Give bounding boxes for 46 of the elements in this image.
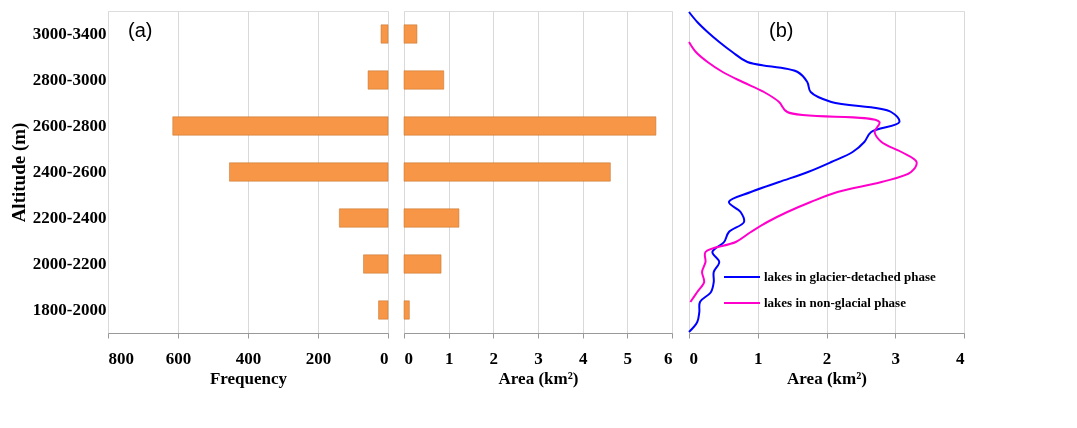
x-tick-label: 5 <box>623 348 633 368</box>
bar <box>403 24 418 44</box>
y-tick-label: 3000-3400 <box>32 24 107 43</box>
bar <box>367 70 389 90</box>
y-tick-label: 2400-2600 <box>32 162 107 181</box>
bar <box>172 116 389 136</box>
bar <box>403 208 460 228</box>
x-axis-title: Frequency <box>209 368 288 388</box>
x-tick-label: 800 <box>108 348 134 368</box>
x-tick-label: 4 <box>578 348 588 368</box>
bar <box>403 300 410 320</box>
bar <box>339 208 389 228</box>
x-axis-title: Area (km²) <box>787 368 867 388</box>
x-tick-label: 3 <box>891 348 900 368</box>
x-tick-label: 200 <box>305 348 332 368</box>
y-tick-label: 2200-2400 <box>32 208 107 227</box>
bar <box>403 116 657 136</box>
bar <box>403 254 442 274</box>
bar <box>403 70 444 90</box>
x-tick-label: 0 <box>380 348 389 368</box>
x-tick-label: 0 <box>404 348 413 368</box>
x-tick-label: 2 <box>822 348 832 368</box>
y-tick-label: 2600-2800 <box>32 116 107 135</box>
x-tick-label: 4 <box>956 348 965 368</box>
annotation: (b) <box>769 19 794 41</box>
x-tick-label: 3 <box>534 348 543 368</box>
x-tick-label: 6 <box>664 348 673 368</box>
bar <box>403 162 611 182</box>
bar <box>363 254 389 274</box>
x-tick-label: 1 <box>754 348 763 368</box>
x-tick-label: 400 <box>235 348 262 368</box>
y-tick-label: 2000-2200 <box>32 254 107 273</box>
y-tick-label: 1800-2000 <box>32 300 107 319</box>
x-tick-label: 600 <box>165 348 192 368</box>
x-tick-label: 1 <box>444 348 454 368</box>
x-tick-label: 0 <box>689 348 698 368</box>
annotation: (a) <box>128 19 153 41</box>
y-axis-title: Altitude (m) <box>7 122 30 223</box>
y-tick-label: 2800-3000 <box>32 70 107 89</box>
bar <box>378 300 389 320</box>
bar <box>229 162 389 182</box>
bar <box>380 24 389 44</box>
legend-label: lakes in glacier-detached phase <box>764 269 936 284</box>
legend-label: lakes in non-glacial phase <box>764 295 907 310</box>
x-axis-title: Area (km²) <box>498 368 579 388</box>
x-tick-label: 2 <box>489 348 499 368</box>
